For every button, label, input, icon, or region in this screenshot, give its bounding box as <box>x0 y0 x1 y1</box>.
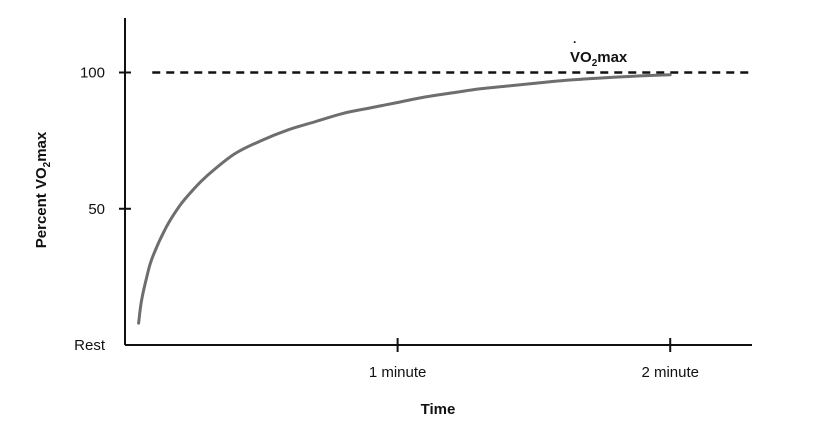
reference-label-suffix: max <box>597 49 628 66</box>
y-axis-title-group: Percent VO2max <box>33 131 53 248</box>
y-axis-title-o: O <box>33 167 50 179</box>
series-line <box>137 73 672 325</box>
x-tick-label: 1 minute <box>369 364 427 381</box>
y-axis-title-sub: 2 <box>42 161 53 167</box>
reference-label-dot: · <box>573 35 577 49</box>
y-ticks: Rest 50 100 <box>74 65 131 354</box>
y-axis-title-prefix: Percent <box>33 189 50 248</box>
y-axis-title-suffix: max <box>33 131 50 162</box>
y-tick-label: 50 <box>88 201 105 218</box>
x-axis-title: Time <box>421 401 456 418</box>
y-axis-title: Percent VO2max <box>33 131 53 248</box>
x-tick-label: 2 minute <box>641 364 699 381</box>
y-axis-title-v: V <box>33 179 50 189</box>
reference-label-sub: 2 <box>592 58 598 69</box>
x-ticks: 1 minute 2 minute <box>369 338 699 381</box>
y-tick-label: Rest <box>74 337 106 354</box>
reference-label-o: O <box>580 49 592 66</box>
y-tick-label: 100 <box>80 65 105 82</box>
reference-label: VO2max <box>570 49 628 69</box>
reference-label-v: V <box>570 49 580 66</box>
